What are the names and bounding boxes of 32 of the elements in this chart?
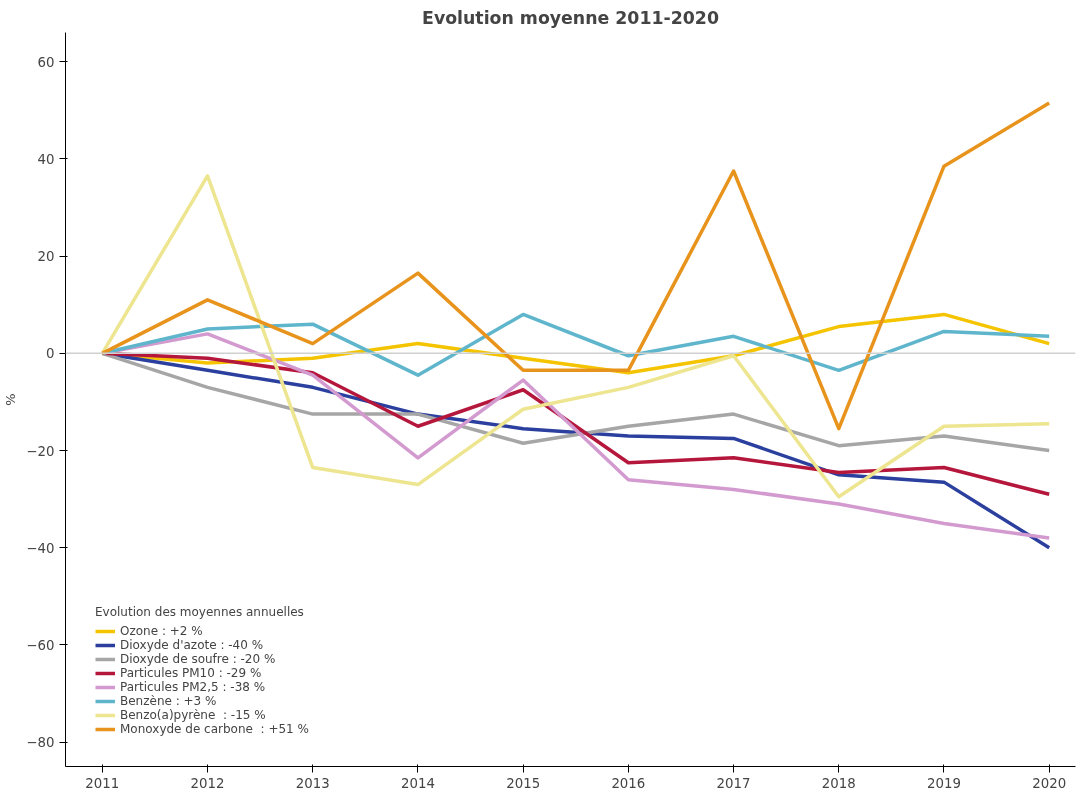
x-tick-label: 2012 (190, 775, 225, 791)
y-tick-label: 20 (37, 249, 55, 265)
legend-label: Particules PM10 : -29 % (120, 666, 262, 680)
line-series (100, 101, 1051, 431)
x-tick-label: 2020 (1032, 775, 1067, 791)
legend-label: Ozone : +2 % (120, 624, 203, 638)
legend-label: Benzène : +3 % (120, 694, 217, 708)
x-tick-label: 2016 (611, 775, 646, 791)
legend-label: Dioxyde de soufre : -20 % (120, 652, 276, 666)
x-tick-label: 2018 (821, 775, 856, 791)
line-series (100, 174, 1051, 499)
x-tick-label: 2013 (295, 775, 330, 791)
y-tick-label: −80 (26, 735, 55, 751)
x-tick-label: 2019 (927, 775, 961, 791)
y-axis-title: % (3, 393, 19, 406)
x-tick-label: 2014 (400, 775, 435, 791)
y-tick-label: −20 (26, 443, 55, 459)
y-tick-label: 40 (37, 151, 55, 167)
x-tick-label: 2017 (716, 775, 751, 791)
y-tick-label: 0 (46, 346, 55, 362)
line-series (100, 351, 1051, 497)
x-tick-label: 2011 (85, 775, 120, 791)
legend-label: Dioxyde d'azote : -40 % (120, 638, 264, 652)
legend-label: Benzo(a)pyrène : -15 % (120, 708, 266, 722)
y-tick-label: −60 (26, 637, 55, 653)
legend-label: Particules PM2,5 : -38 % (120, 680, 266, 694)
x-tick-label: 2015 (506, 775, 541, 791)
chart-title: Evolution moyenne 2011-2020 (422, 7, 719, 28)
legend-title: Evolution des moyennes annuelles (95, 605, 305, 619)
y-tick-label: 60 (37, 54, 55, 70)
legend-label: Monoxyde de carbone : +51 % (120, 722, 309, 736)
y-tick-label: −40 (26, 540, 55, 556)
